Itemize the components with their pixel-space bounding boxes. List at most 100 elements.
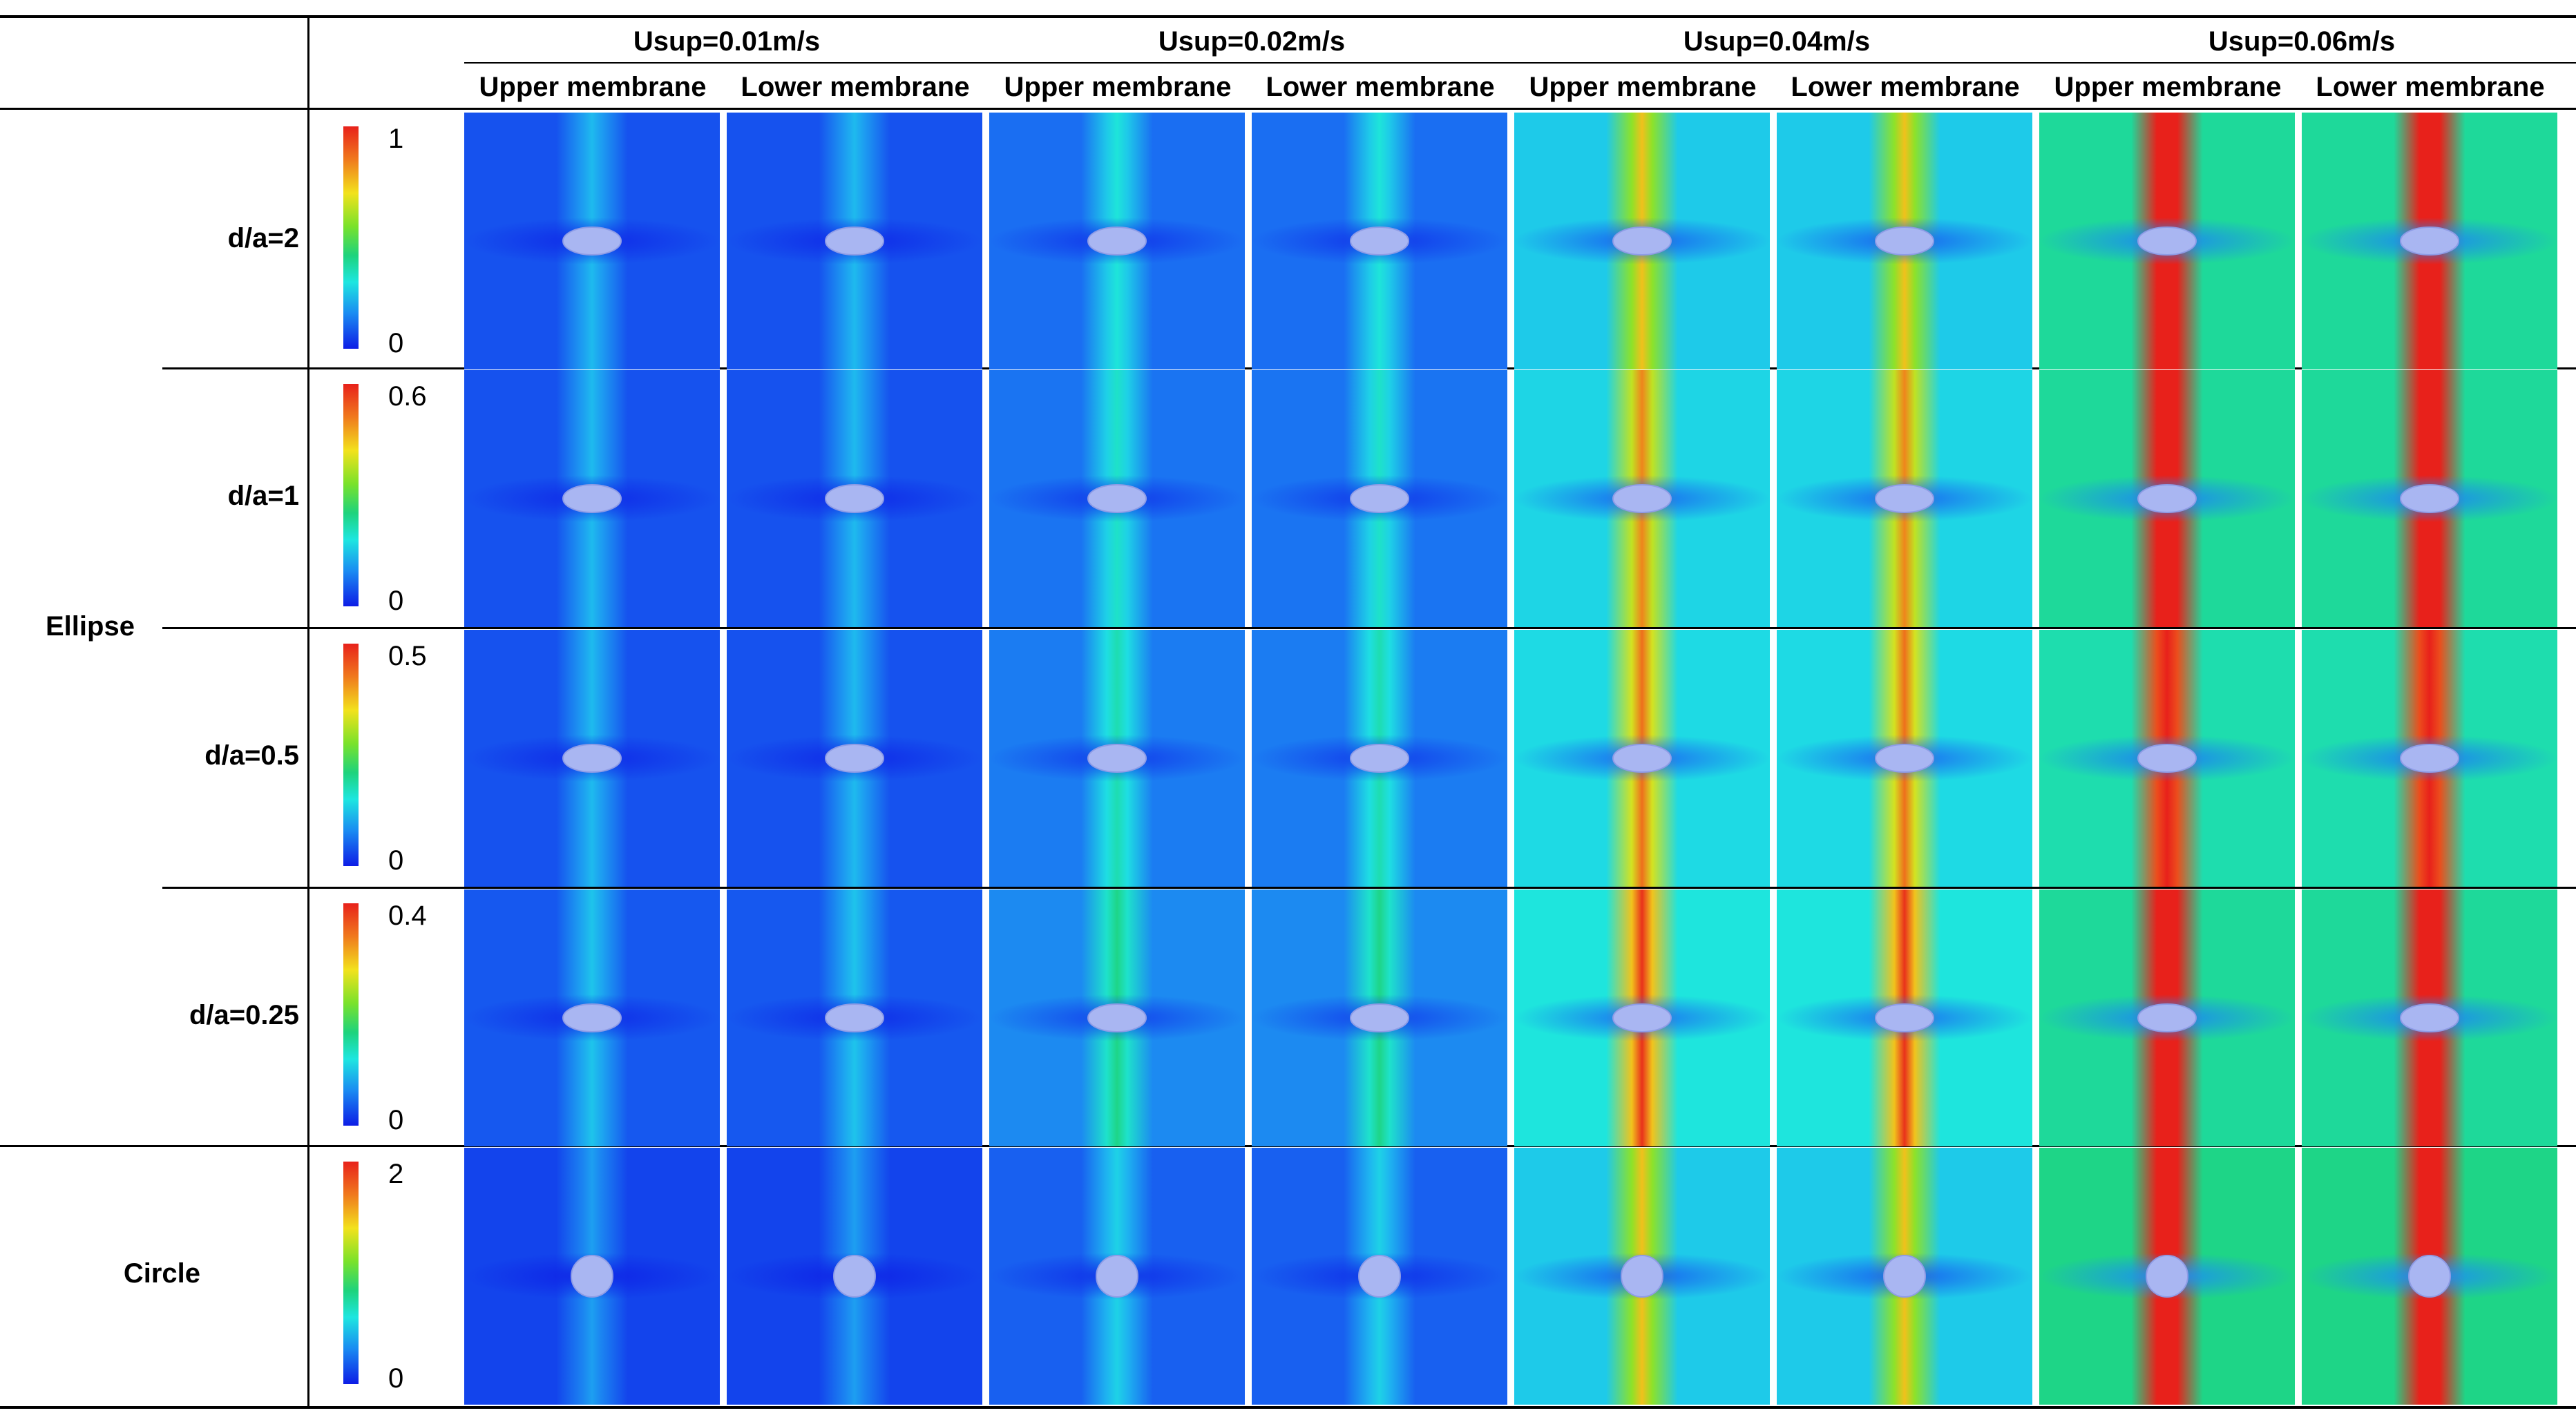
row-label: Circle [123, 1258, 200, 1289]
contour-panel [1514, 630, 1770, 887]
colorbar-max-label: 0.6 [388, 381, 427, 412]
contour-panel [1777, 630, 2032, 887]
elliptical-obstacle [1087, 227, 1147, 256]
contour-panel [727, 1148, 982, 1405]
elliptical-obstacle [562, 744, 622, 773]
group-label-ellipse: Ellipse [46, 611, 135, 642]
elliptical-obstacle [1350, 484, 1409, 513]
row-label: d/a=0.5 [204, 740, 299, 771]
contour-panel [1777, 113, 2032, 369]
contour-panel [727, 630, 982, 887]
ellipse-rule [162, 627, 2576, 629]
membrane-header: Lower membrane [2316, 72, 2545, 102]
circular-obstacle [2408, 1255, 2451, 1298]
contour-panel [1252, 113, 1507, 369]
contour-panel [1777, 370, 2032, 627]
membrane-header: Upper membrane [2054, 72, 2282, 102]
contour-panel [989, 889, 1245, 1146]
circular-obstacle [1096, 1255, 1138, 1298]
circular-obstacle [1883, 1255, 1926, 1298]
elliptical-obstacle [1350, 227, 1409, 256]
colorbar-min-label: 0 [388, 586, 404, 616]
elliptical-obstacle [1350, 744, 1409, 773]
contour-panel [2302, 630, 2557, 887]
colorbar [343, 644, 359, 866]
colorbar-max-label: 1 [388, 124, 404, 154]
contour-panel [2302, 889, 2557, 1146]
contour-panel [1777, 1148, 2032, 1405]
contour-panel [1252, 370, 1507, 627]
vertical-divider [307, 15, 309, 1407]
elliptical-obstacle [1087, 744, 1147, 773]
membrane-header: Lower membrane [1791, 72, 2020, 102]
contour-panel [1252, 1148, 1507, 1405]
contour-panel [989, 370, 1245, 627]
membrane-header: Upper membrane [1004, 72, 1232, 102]
elliptical-obstacle [562, 484, 622, 513]
elliptical-obstacle [2400, 484, 2459, 513]
contour-panel [464, 889, 720, 1146]
elliptical-obstacle [1612, 227, 1672, 256]
elliptical-obstacle [1350, 1003, 1409, 1032]
elliptical-obstacle [1875, 1003, 1934, 1032]
contour-panel [1514, 370, 1770, 627]
membrane-header: Upper membrane [1529, 72, 1757, 102]
elliptical-obstacle [825, 227, 884, 256]
contour-panel [1514, 1148, 1770, 1405]
membrane-header: Upper membrane [479, 72, 707, 102]
contour-panel [2302, 113, 2557, 369]
elliptical-obstacle [2137, 227, 2197, 256]
circular-obstacle [2146, 1255, 2188, 1298]
contour-panel [1252, 630, 1507, 887]
speed-header: Usup=0.01m/s [633, 26, 821, 57]
contour-panel [727, 370, 982, 627]
colorbar [343, 903, 359, 1126]
row-separator [162, 887, 2576, 889]
elliptical-obstacle [1087, 484, 1147, 513]
contour-panel [1514, 113, 1770, 369]
contour-panel [2039, 370, 2295, 627]
speed-header: Usup=0.02m/s [1158, 26, 1346, 57]
elliptical-obstacle [825, 744, 884, 773]
colorbar-max-label: 0.5 [388, 641, 427, 671]
elliptical-obstacle [2137, 1003, 2197, 1032]
colorbar-min-label: 0 [388, 1363, 404, 1394]
contour-panel [2039, 889, 2295, 1146]
row-label: d/a=1 [227, 481, 299, 511]
membrane-header: Lower membrane [741, 72, 970, 102]
circular-obstacle [571, 1255, 613, 1298]
speed-header: Usup=0.06m/s [2208, 26, 2396, 57]
elliptical-obstacle [2400, 1003, 2459, 1032]
colorbar [343, 384, 359, 606]
elliptical-obstacle [2137, 744, 2197, 773]
contour-panel [464, 1148, 720, 1405]
contour-panel [2039, 113, 2295, 369]
elliptical-obstacle [562, 1003, 622, 1032]
colorbar-max-label: 2 [388, 1159, 404, 1189]
contour-panel [2039, 1148, 2295, 1405]
top-rule [0, 15, 2576, 18]
colorbar-min-label: 0 [388, 845, 404, 876]
bottom-rule [0, 1406, 2576, 1409]
elliptical-obstacle [562, 227, 622, 256]
contour-panel [989, 630, 1245, 887]
contour-panel [1252, 889, 1507, 1146]
elliptical-obstacle [1875, 744, 1934, 773]
elliptical-obstacle [1612, 1003, 1672, 1032]
contour-panel [989, 113, 1245, 369]
colorbar-min-label: 0 [388, 328, 404, 358]
contour-panel [2302, 370, 2557, 627]
row-label: d/a=0.25 [189, 1000, 299, 1030]
circular-obstacle [833, 1255, 876, 1298]
speed-underline [464, 62, 2576, 64]
circular-obstacle [1621, 1255, 1663, 1298]
colorbar-max-label: 0.4 [388, 901, 427, 931]
row-label: d/a=2 [227, 223, 299, 253]
elliptical-obstacle [1875, 227, 1934, 256]
contour-panel [1777, 889, 2032, 1146]
contour-panel [727, 113, 982, 369]
contour-panel [464, 370, 720, 627]
elliptical-obstacle [825, 1003, 884, 1032]
elliptical-obstacle [1875, 484, 1934, 513]
elliptical-obstacle [825, 484, 884, 513]
